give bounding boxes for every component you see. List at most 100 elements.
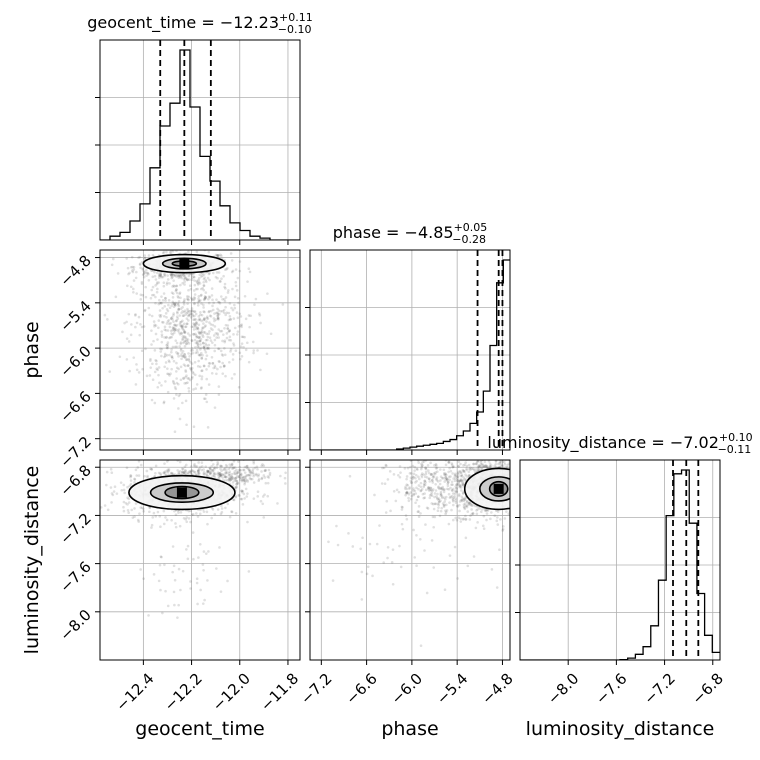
sample-point	[481, 463, 485, 467]
sample-point	[482, 527, 486, 530]
sample-point	[196, 342, 199, 346]
sample-point	[455, 483, 459, 486]
sample-point	[180, 332, 183, 335]
sample-point	[217, 472, 221, 476]
sample-point	[158, 515, 162, 518]
sample-point	[190, 312, 193, 316]
sample-point	[436, 480, 440, 483]
sample-point	[420, 475, 424, 479]
sample-point	[175, 366, 179, 370]
sample-point	[134, 325, 137, 329]
sample-point	[106, 508, 110, 512]
sample-point	[360, 598, 364, 601]
sample-point	[429, 486, 432, 490]
sample-point	[182, 471, 186, 474]
sample-point	[532, 494, 535, 497]
sample-point	[155, 367, 159, 371]
sample-point	[197, 336, 201, 340]
sample-point	[123, 321, 126, 325]
sample-point	[194, 312, 198, 316]
sample-point	[230, 510, 234, 514]
sample-point	[166, 345, 170, 348]
sample-point	[248, 325, 251, 329]
sample-point	[172, 279, 175, 282]
sample-point	[223, 479, 227, 482]
sample-point	[193, 279, 196, 282]
sample-point	[203, 598, 206, 602]
sample-point	[447, 492, 451, 496]
sample-point	[170, 355, 174, 358]
sample-point	[512, 481, 515, 484]
sample-point	[514, 477, 517, 480]
sample-point	[175, 291, 179, 295]
sample-point	[159, 273, 162, 277]
sample-point	[276, 502, 279, 505]
sample-point	[462, 497, 466, 500]
sample-point	[132, 356, 136, 359]
sample-point	[513, 488, 516, 491]
sample-point	[244, 487, 248, 491]
sample-point	[193, 360, 197, 364]
sample-point	[193, 318, 196, 321]
sample-point	[111, 257, 115, 261]
sample-point	[232, 466, 235, 470]
sample-point	[538, 493, 541, 496]
sample-point	[236, 296, 240, 300]
sample-point	[242, 479, 246, 482]
sample-point	[242, 468, 245, 472]
sample-point	[433, 515, 437, 519]
sample-point	[158, 563, 162, 567]
sample-point	[217, 385, 221, 388]
sample-point	[135, 321, 139, 325]
sample-point	[199, 353, 202, 357]
sample-point	[431, 489, 434, 493]
sample-point	[192, 275, 196, 279]
sample-point	[428, 496, 432, 500]
sample-point	[469, 468, 472, 471]
sample-point	[437, 501, 441, 504]
sample-point	[153, 274, 157, 278]
sample-point	[229, 317, 232, 321]
sample-point	[173, 302, 176, 306]
sample-point	[238, 269, 242, 273]
sample-point	[163, 352, 167, 356]
sample-point	[131, 269, 134, 272]
sample-point	[162, 401, 166, 405]
sample-point	[197, 276, 201, 280]
sample-point	[210, 516, 213, 520]
sample-point	[227, 289, 230, 292]
sample-point	[184, 325, 188, 328]
sample-point	[234, 486, 238, 489]
sample-point	[177, 307, 181, 311]
sample-point	[477, 465, 481, 469]
sample-point	[103, 504, 107, 507]
sample-point	[204, 324, 207, 327]
sample-point	[510, 493, 513, 496]
sample-point	[252, 474, 255, 478]
sample-point	[436, 492, 439, 496]
sample-point	[398, 475, 402, 479]
sample-point	[196, 602, 199, 606]
sample-point	[534, 481, 537, 484]
sample-point	[237, 301, 240, 305]
sample-point	[186, 302, 189, 305]
sample-point	[453, 545, 457, 549]
sample-point	[462, 503, 466, 506]
sample-point	[525, 489, 528, 492]
sample-point	[180, 357, 183, 361]
sample-point	[199, 343, 202, 346]
sample-point	[230, 270, 234, 274]
sample-point	[186, 377, 190, 380]
sample-point	[432, 566, 436, 569]
sample-point	[460, 483, 464, 487]
sample-point	[197, 472, 201, 476]
sample-point	[407, 492, 411, 496]
sample-point	[179, 347, 183, 351]
sample-point	[228, 470, 231, 474]
sample-point	[458, 479, 461, 483]
sample-point	[151, 253, 155, 257]
sample-point	[203, 348, 207, 352]
sample-point	[157, 366, 161, 369]
sample-point	[533, 491, 536, 494]
sample-point	[131, 265, 134, 269]
